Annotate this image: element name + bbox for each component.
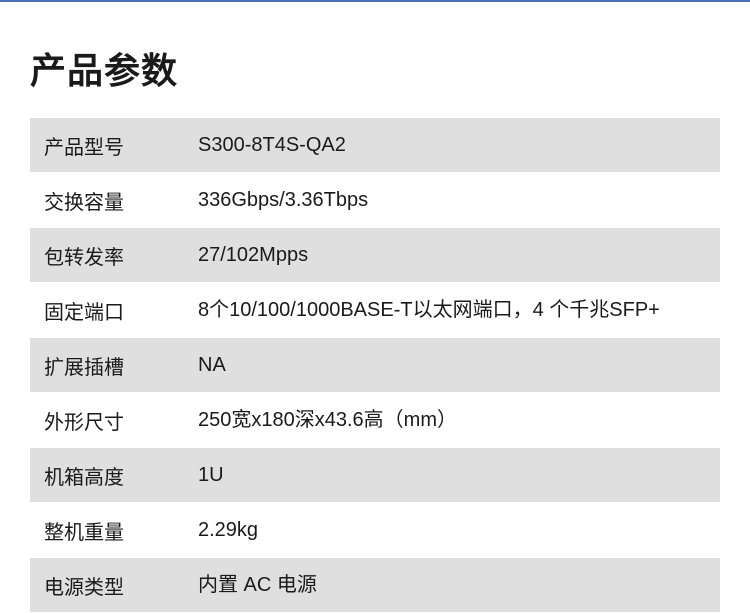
content-container: 产品参数 产品型号S300-8T4S-QA2交换容量336Gbps/3.36Tb…	[0, 2, 750, 613]
table-row: 交换容量336Gbps/3.36Tbps	[30, 173, 720, 228]
spec-label: 包转发率	[30, 228, 182, 283]
spec-label: 电源类型	[30, 558, 182, 613]
table-row: 产品型号S300-8T4S-QA2	[30, 118, 720, 173]
table-row: 扩展插槽NA	[30, 338, 720, 393]
spec-value: 1U	[182, 448, 720, 503]
page-title: 产品参数	[30, 42, 720, 94]
table-row: 固定端口8个10/100/1000BASE-T以太网端口，4 个千兆SFP+	[30, 283, 720, 338]
spec-value: 8个10/100/1000BASE-T以太网端口，4 个千兆SFP+	[182, 283, 720, 338]
spec-value: S300-8T4S-QA2	[182, 118, 720, 173]
spec-label: 产品型号	[30, 118, 182, 173]
spec-value: 250宽x180深x43.6高（mm）	[182, 393, 720, 448]
spec-label: 固定端口	[30, 283, 182, 338]
table-row: 包转发率27/102Mpps	[30, 228, 720, 283]
spec-label: 整机重量	[30, 503, 182, 558]
table-row: 电源类型内置 AC 电源	[30, 558, 720, 613]
spec-value: 336Gbps/3.36Tbps	[182, 173, 720, 228]
spec-label: 交换容量	[30, 173, 182, 228]
spec-value: 2.29kg	[182, 503, 720, 558]
spec-label: 机箱高度	[30, 448, 182, 503]
spec-value: 内置 AC 电源	[182, 558, 720, 613]
spec-table: 产品型号S300-8T4S-QA2交换容量336Gbps/3.36Tbps包转发…	[30, 118, 720, 613]
spec-value: 27/102Mpps	[182, 228, 720, 283]
table-row: 机箱高度1U	[30, 448, 720, 503]
spec-table-body: 产品型号S300-8T4S-QA2交换容量336Gbps/3.36Tbps包转发…	[30, 118, 720, 613]
spec-value: NA	[182, 338, 720, 393]
table-row: 整机重量2.29kg	[30, 503, 720, 558]
spec-label: 外形尺寸	[30, 393, 182, 448]
spec-label: 扩展插槽	[30, 338, 182, 393]
table-row: 外形尺寸250宽x180深x43.6高（mm）	[30, 393, 720, 448]
